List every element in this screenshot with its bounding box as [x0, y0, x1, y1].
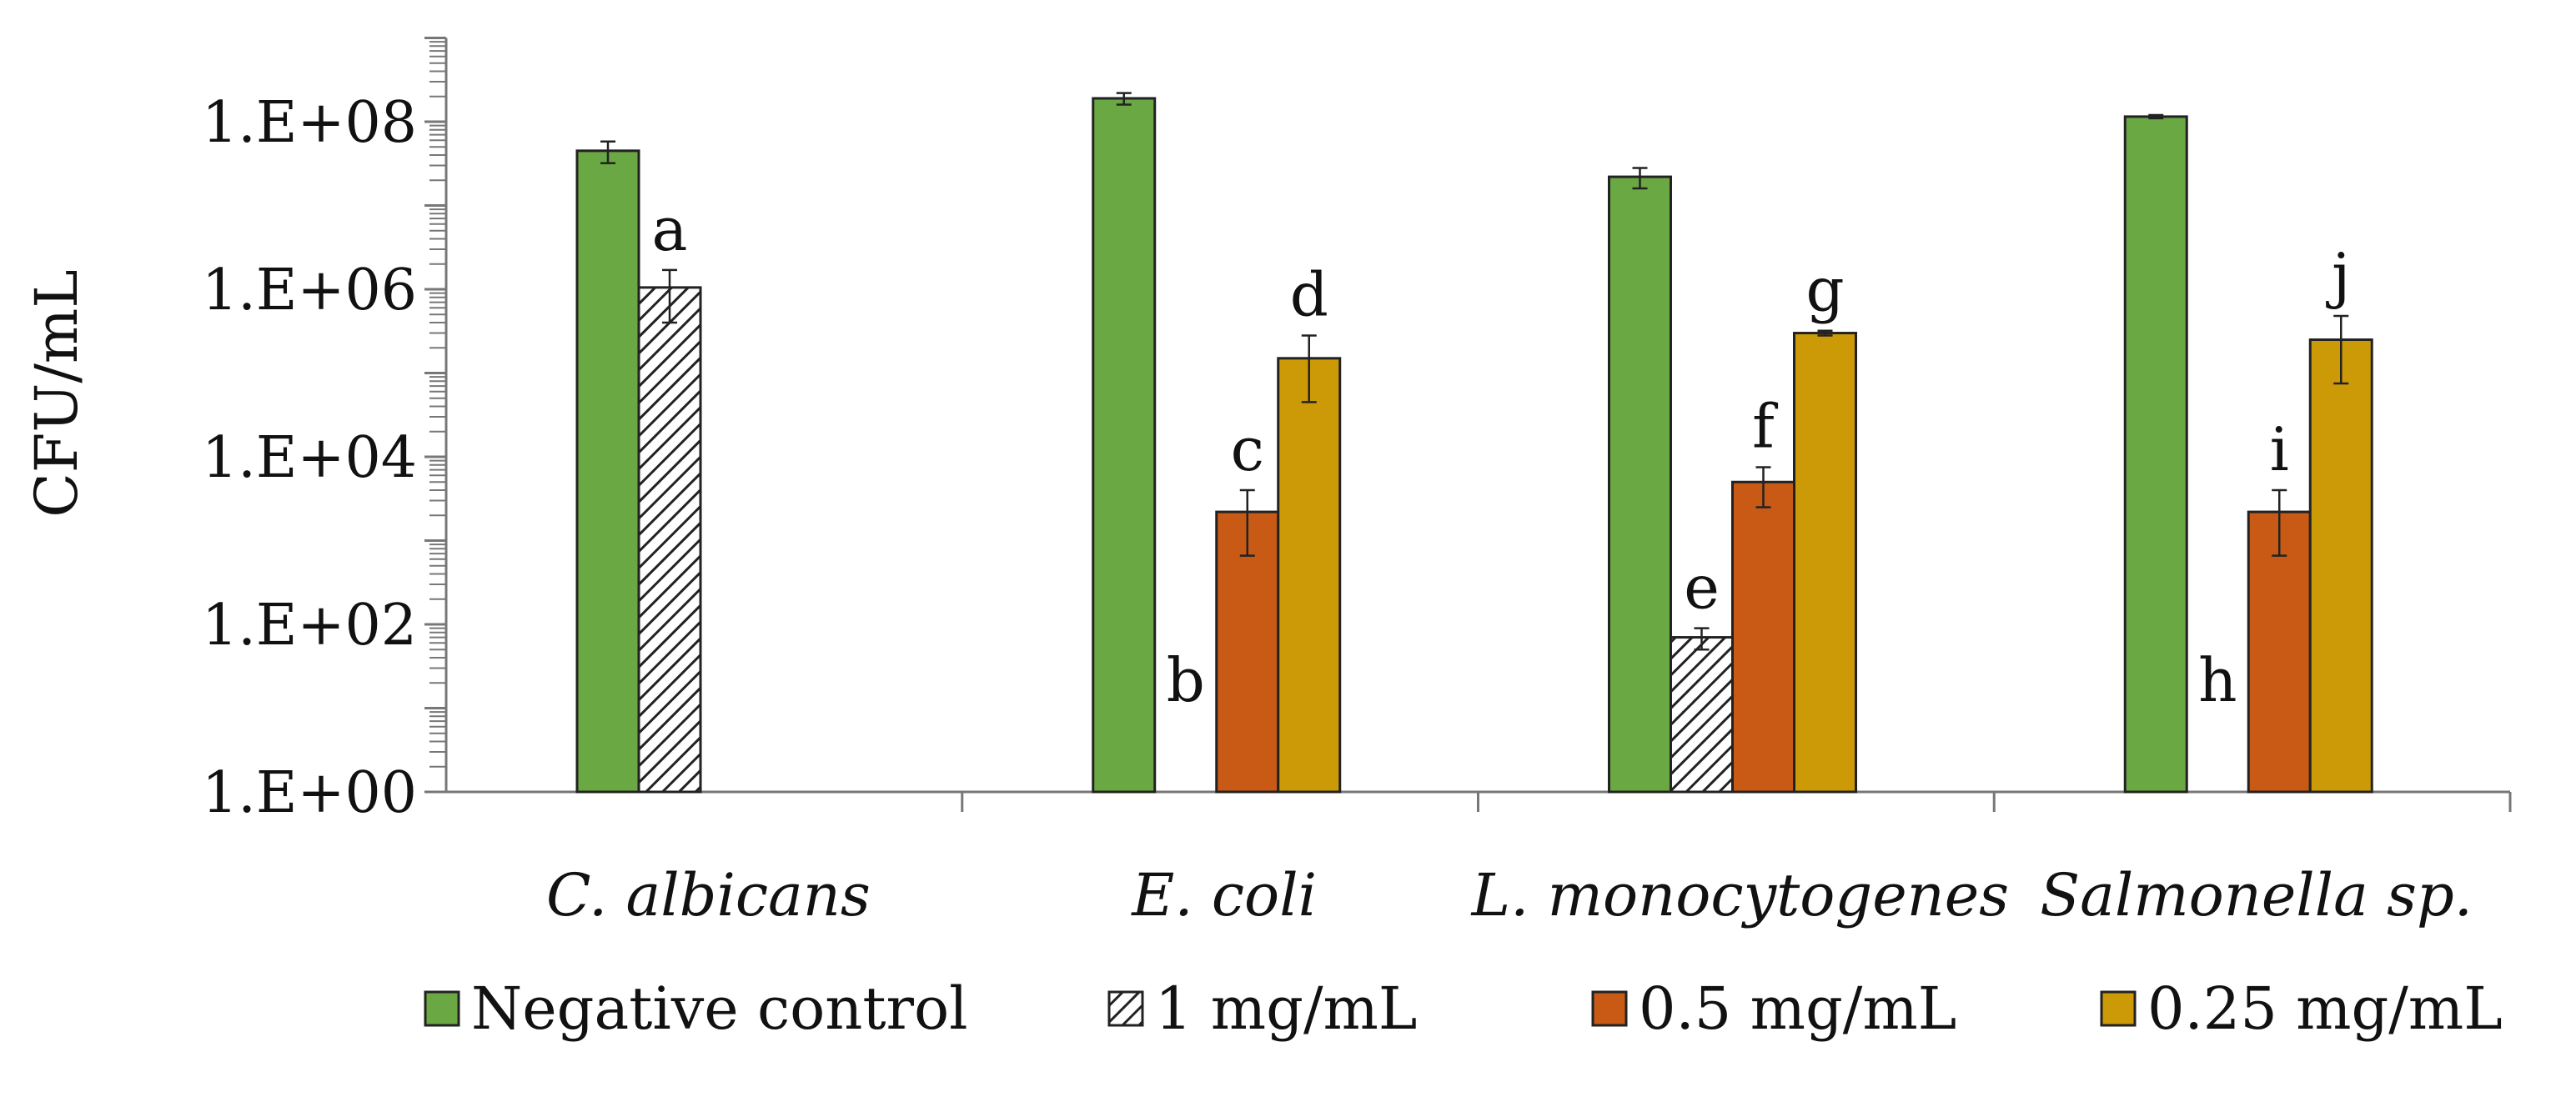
significance-letter: g	[1805, 255, 1844, 325]
significance-letter: f	[1752, 392, 1778, 462]
legend-label: 0.25 mg/mL	[2147, 974, 2503, 1043]
y-tick-label: 1.E+08	[202, 90, 417, 156]
significance-letter: a	[652, 194, 688, 264]
significance-letter: i	[2270, 414, 2289, 484]
y-tick-label: 1.E+04	[202, 425, 417, 491]
significance-letter: b	[1167, 645, 1205, 715]
bar-0-25-mg-ml	[1277, 357, 1342, 794]
category-label: Salmonella sp.	[2040, 861, 2473, 929]
legend-label: 0.5 mg/mL	[1639, 974, 1956, 1043]
category-label: C. albicans	[546, 861, 871, 929]
bar-0-5-mg-ml	[1731, 480, 1795, 794]
category-label: E. coli	[1130, 861, 1317, 929]
bar-0-25-mg-ml	[1793, 332, 1857, 794]
bar-1-mg-ml	[637, 286, 702, 794]
bar-negative-control	[1092, 97, 1157, 794]
y-axis-title: CFU/mL	[23, 269, 91, 518]
labels: 1.E+00 1.E+02 1.E+04 1.E+06 1.E+08 CFU/mL C. a…	[23, 90, 2473, 929]
bar-0-5-mg-ml	[2247, 510, 2312, 794]
bars	[575, 92, 2373, 794]
legend-swatch	[1107, 990, 1144, 1027]
significance-letter: j	[2326, 240, 2350, 310]
significance-letter: e	[1684, 553, 1720, 623]
bar-negative-control	[575, 149, 640, 794]
bar-0-25-mg-ml	[2308, 338, 2373, 794]
significance-letter: d	[1290, 260, 1328, 330]
bar-1-mg-ml	[1670, 636, 1734, 794]
legend-swatch	[1591, 990, 1628, 1027]
y-tick-label: 1.E+06	[202, 258, 417, 323]
significance-letter: c	[1231, 414, 1264, 484]
legend: Negative control 1 mg/mL 0.5 mg/mL 0.25 mg/…	[424, 974, 2503, 1043]
significance-letter: h	[2198, 645, 2237, 715]
legend-label: Negative control	[471, 974, 968, 1043]
category-label: L. monocytogenes	[1470, 861, 2009, 929]
bar-negative-control	[1608, 175, 1672, 794]
bar-negative-control	[2123, 115, 2188, 794]
legend-swatch	[424, 990, 460, 1027]
legend-label: 1 mg/mL	[1155, 974, 1417, 1043]
y-tick-label: 1.E+02	[202, 593, 417, 659]
axes	[424, 37, 2512, 812]
legend-swatch	[2100, 990, 2137, 1027]
y-tick-label: 1.E+00	[202, 760, 417, 826]
